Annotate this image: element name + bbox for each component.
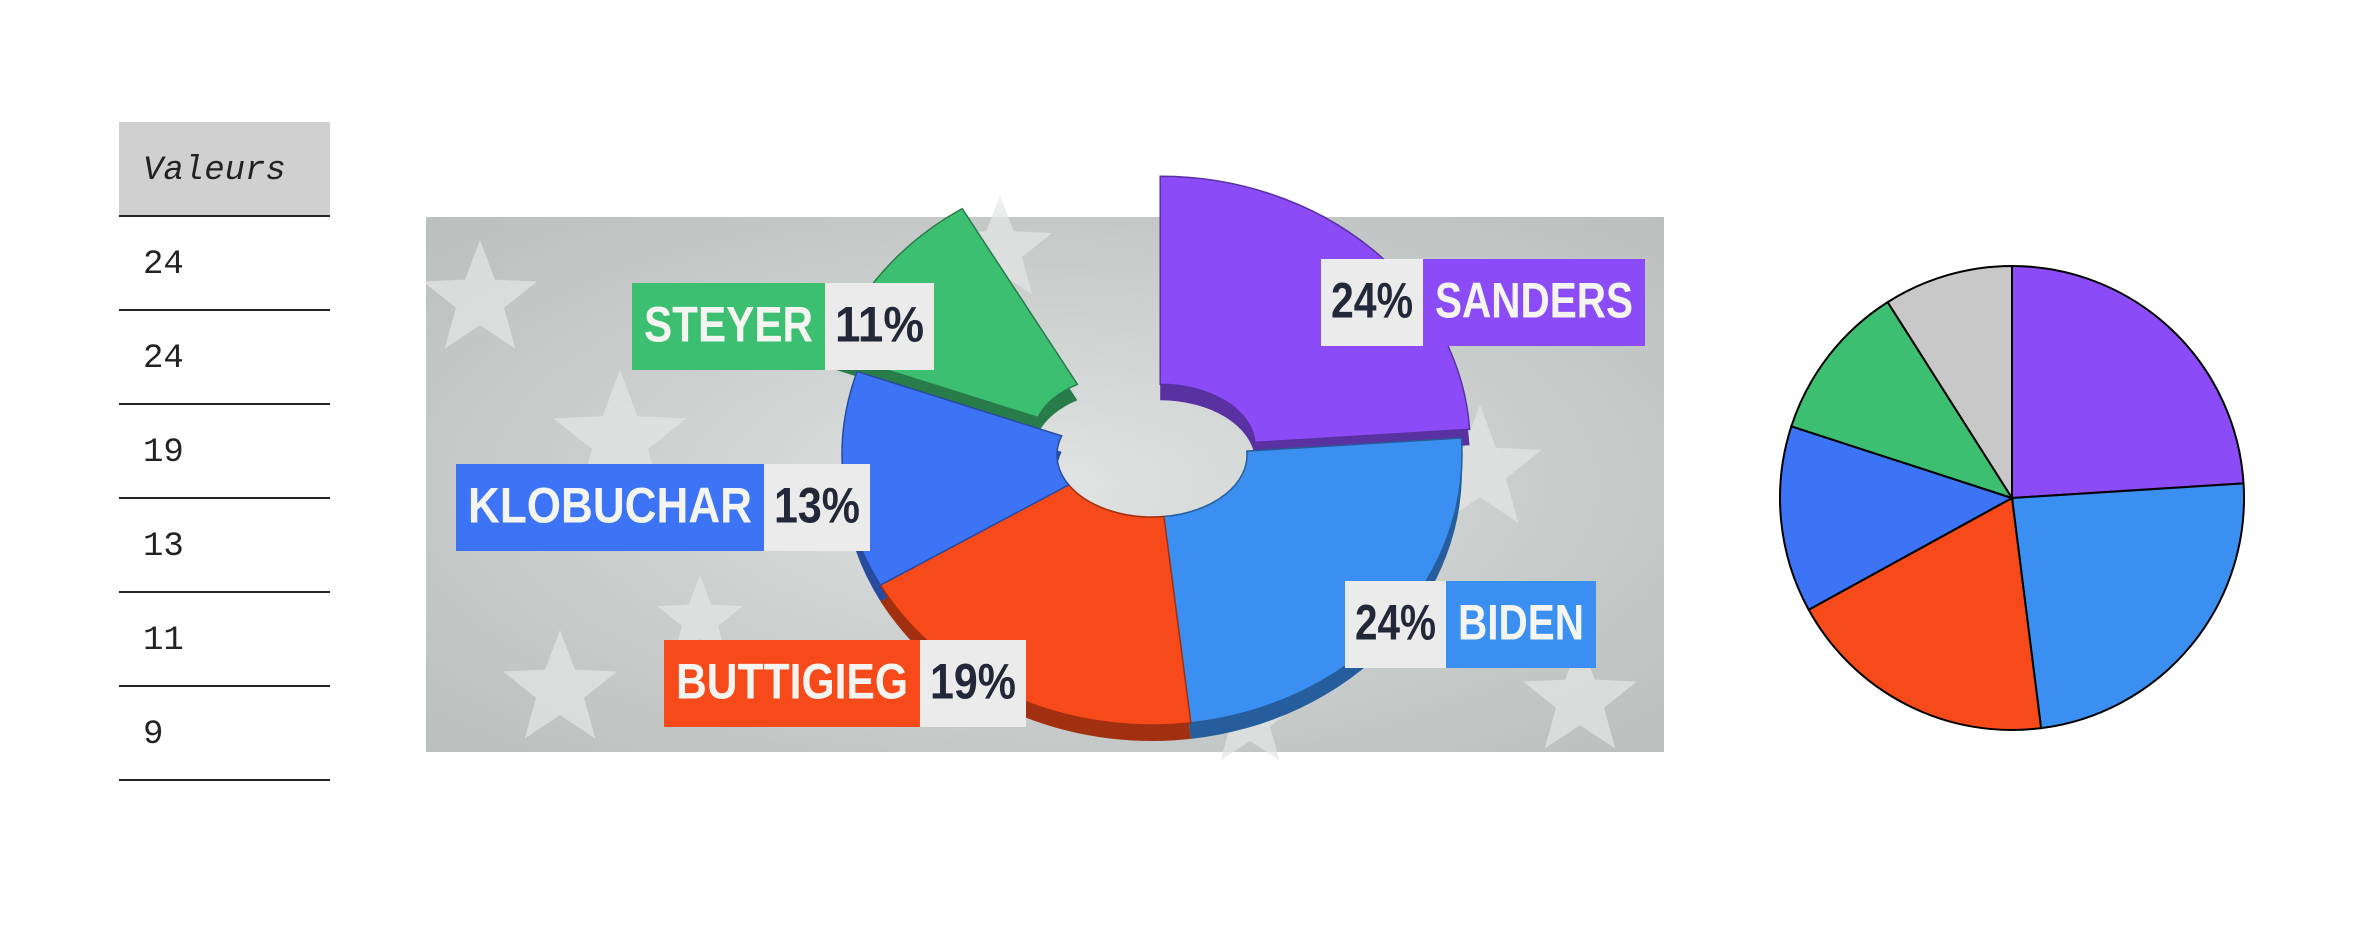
bg-star [502, 630, 618, 739]
pie-slice [2011, 264, 2245, 500]
bg-star [947, 195, 1053, 295]
table-header: Valeurs [143, 152, 286, 190]
table-header-bg [119, 122, 330, 215]
bg-star [553, 370, 687, 497]
bg-star [1418, 405, 1542, 523]
label-value: 11% [835, 297, 924, 353]
label-value-bg [1345, 581, 1446, 668]
label-name: SANDERS [1435, 273, 1633, 329]
label-value: 19% [930, 654, 1016, 710]
table-cell: 24 [143, 246, 184, 284]
table-cell: 11 [143, 622, 184, 660]
bg-star [657, 575, 743, 657]
label-value-bg [920, 640, 1026, 727]
label-name: STEYER [644, 297, 813, 353]
label-name-bg [664, 640, 920, 727]
table-cell: 24 [143, 340, 184, 378]
bg-star [1522, 640, 1638, 749]
pie-slice [2010, 482, 2245, 730]
label-value-bg [825, 283, 934, 370]
label-value-bg [1321, 259, 1423, 346]
label-name: KLOBUCHAR [468, 478, 752, 534]
donut-slice [1159, 175, 1471, 444]
pie-slice [1807, 496, 2043, 731]
label-value: 24% [1355, 595, 1436, 651]
label-value: 13% [774, 478, 860, 534]
bg-star [422, 240, 538, 349]
table-cell: 13 [143, 528, 184, 566]
pie-slice [1779, 425, 2015, 612]
label-name: BUTTIGIEG [676, 654, 908, 710]
pie-slice [1790, 300, 2015, 500]
label-name: BIDEN [1458, 595, 1584, 651]
donut-slice [1163, 437, 1463, 724]
table-cell: 9 [143, 716, 163, 754]
pie-slice [1886, 264, 2013, 502]
label-name-bg [456, 464, 764, 551]
label-value-bg [764, 464, 870, 551]
label-name-bg [1446, 581, 1596, 668]
label-value: 24% [1331, 273, 1413, 329]
photo: SANDERS 24% BIDEN 24% BUTTIGIEG 19% KLOBUCHAR 1… [422, 175, 1664, 761]
label-name-bg [1423, 259, 1645, 346]
table-cell: 19 [143, 434, 184, 472]
label-name-bg [632, 283, 825, 370]
